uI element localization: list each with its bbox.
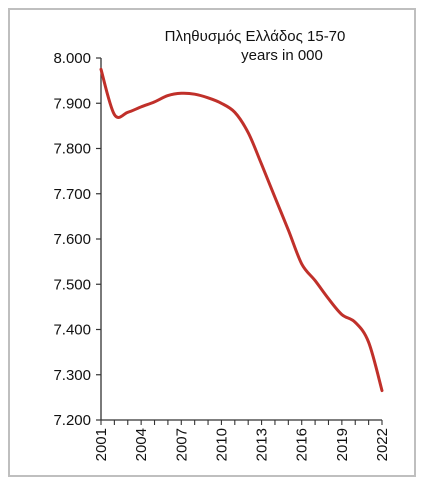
y-tick-label: 7.300	[53, 367, 91, 384]
x-tick-label: 2001	[93, 428, 110, 461]
x-tick-label: 2013	[254, 428, 271, 461]
y-tick-label: 7.600	[53, 231, 91, 248]
x-tick-label: 2022	[374, 428, 391, 461]
x-tick-label: 2007	[173, 428, 190, 461]
x-tick-label: 2019	[334, 428, 351, 461]
y-tick-label: 7.900	[53, 95, 91, 112]
x-tick-label: 2016	[294, 428, 311, 461]
y-tick-label: 8.000	[53, 50, 91, 67]
x-tick-label: 2010	[213, 428, 230, 461]
ticks: 7.200 7.300 7.400 7.500 7.600 7.700 7.800 7.900…	[53, 50, 391, 461]
y-tick-label: 7.800	[53, 141, 91, 158]
y-tick-label: 7.500	[53, 276, 91, 293]
axes	[100, 58, 382, 421]
y-tick-label: 7.400	[53, 322, 91, 339]
chart-frame	[8, 8, 416, 477]
chart-title-line-1: Πληθυσμός Ελλάδος 15-70	[165, 28, 346, 45]
series-group	[99, 67, 384, 393]
population-line	[99, 67, 384, 393]
x-tick-label: 2004	[133, 428, 150, 461]
y-tick-label: 7.200	[53, 412, 91, 429]
y-tick-label: 7.700	[53, 186, 91, 203]
chart-title-line-2: years in 000	[241, 47, 323, 64]
